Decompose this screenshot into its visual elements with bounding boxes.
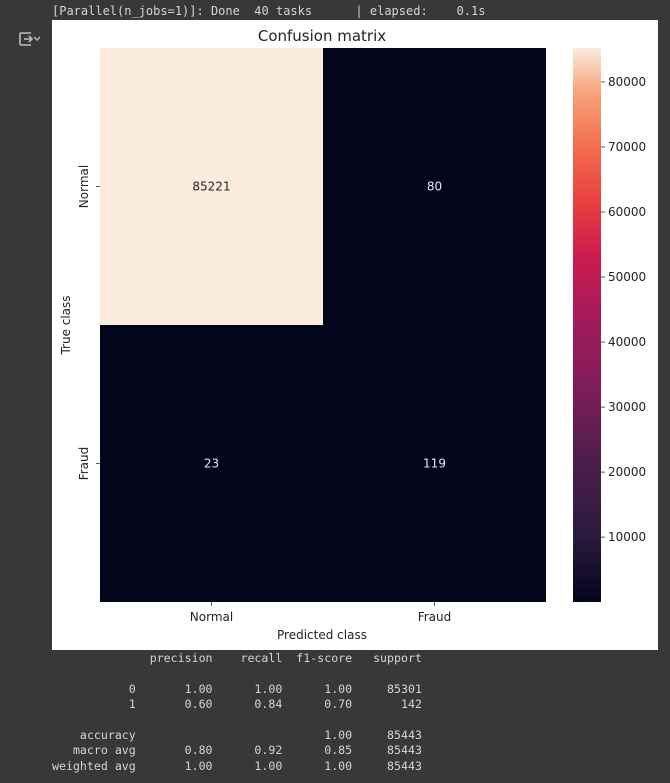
classification-report: precision recall f1-score support 0 1.00… (52, 651, 422, 774)
confusion-matrix-chart: Confusion matrix Predicted class True cl… (59, 27, 646, 642)
report-row: weighted avg 1.00 1.00 1.00 85443 (52, 758, 422, 773)
report-header: precision recall f1-score support (52, 651, 422, 665)
log-output-line: [Parallel(n_jobs=1)]: Done 40 tasks | el… (52, 4, 486, 18)
heatmap-cell-label: 80 (427, 180, 442, 194)
colorbar-tick-label: 20000 (608, 465, 646, 479)
confusion-matrix-plot: Confusion matrix Predicted class True cl… (52, 20, 658, 650)
x-tick-label: Fraud (418, 610, 452, 624)
colorbar-tick-label: 80000 (608, 75, 646, 89)
heatmap-cell-label: 119 (423, 457, 446, 471)
x-tick-label: Normal (190, 610, 233, 624)
colorbar-tick-label: 40000 (608, 335, 646, 349)
colorbar-ticks: 10000 20000 30000 40000 50000 60000 70000 80000 (601, 75, 646, 544)
report-row: macro avg 0.80 0.92 0.85 85443 (52, 743, 422, 758)
chart-title: Confusion matrix (258, 27, 386, 45)
heatmap-cell (100, 48, 323, 325)
colorbar (573, 48, 601, 602)
heatmap-cell-labels: 85221 80 23 119 (192, 180, 446, 471)
report-row: 0 1.00 1.00 1.00 85301 (52, 681, 422, 696)
colorbar-tick-label: 60000 (608, 205, 646, 219)
heatmap-cells (100, 48, 546, 602)
colorbar-tick-label: 10000 (608, 530, 646, 544)
colorbar-tick-label: 50000 (608, 270, 646, 284)
heatmap-cell (323, 48, 546, 325)
heatmap-cell (100, 325, 323, 602)
heatmap-cell-label: 85221 (192, 180, 230, 194)
x-axis-label: Predicted class (277, 628, 367, 642)
x-axis-ticks: Normal Fraud (190, 602, 451, 624)
colorbar-tick-label: 30000 (608, 400, 646, 414)
report-row: 1 0.60 0.84 0.70 142 (52, 697, 422, 712)
heatmap-cell-label: 23 (204, 457, 219, 471)
colorbar-tick-label: 70000 (608, 140, 646, 154)
y-tick-label: Fraud (77, 447, 91, 481)
report-row: accuracy 1.00 85443 (52, 728, 422, 743)
y-axis-ticks: Normal Fraud (77, 165, 100, 480)
heatmap-cell (323, 325, 546, 602)
output-toggle-icon[interactable] (19, 30, 41, 48)
y-axis-label: True class (59, 295, 73, 355)
y-tick-label: Normal (77, 165, 91, 208)
